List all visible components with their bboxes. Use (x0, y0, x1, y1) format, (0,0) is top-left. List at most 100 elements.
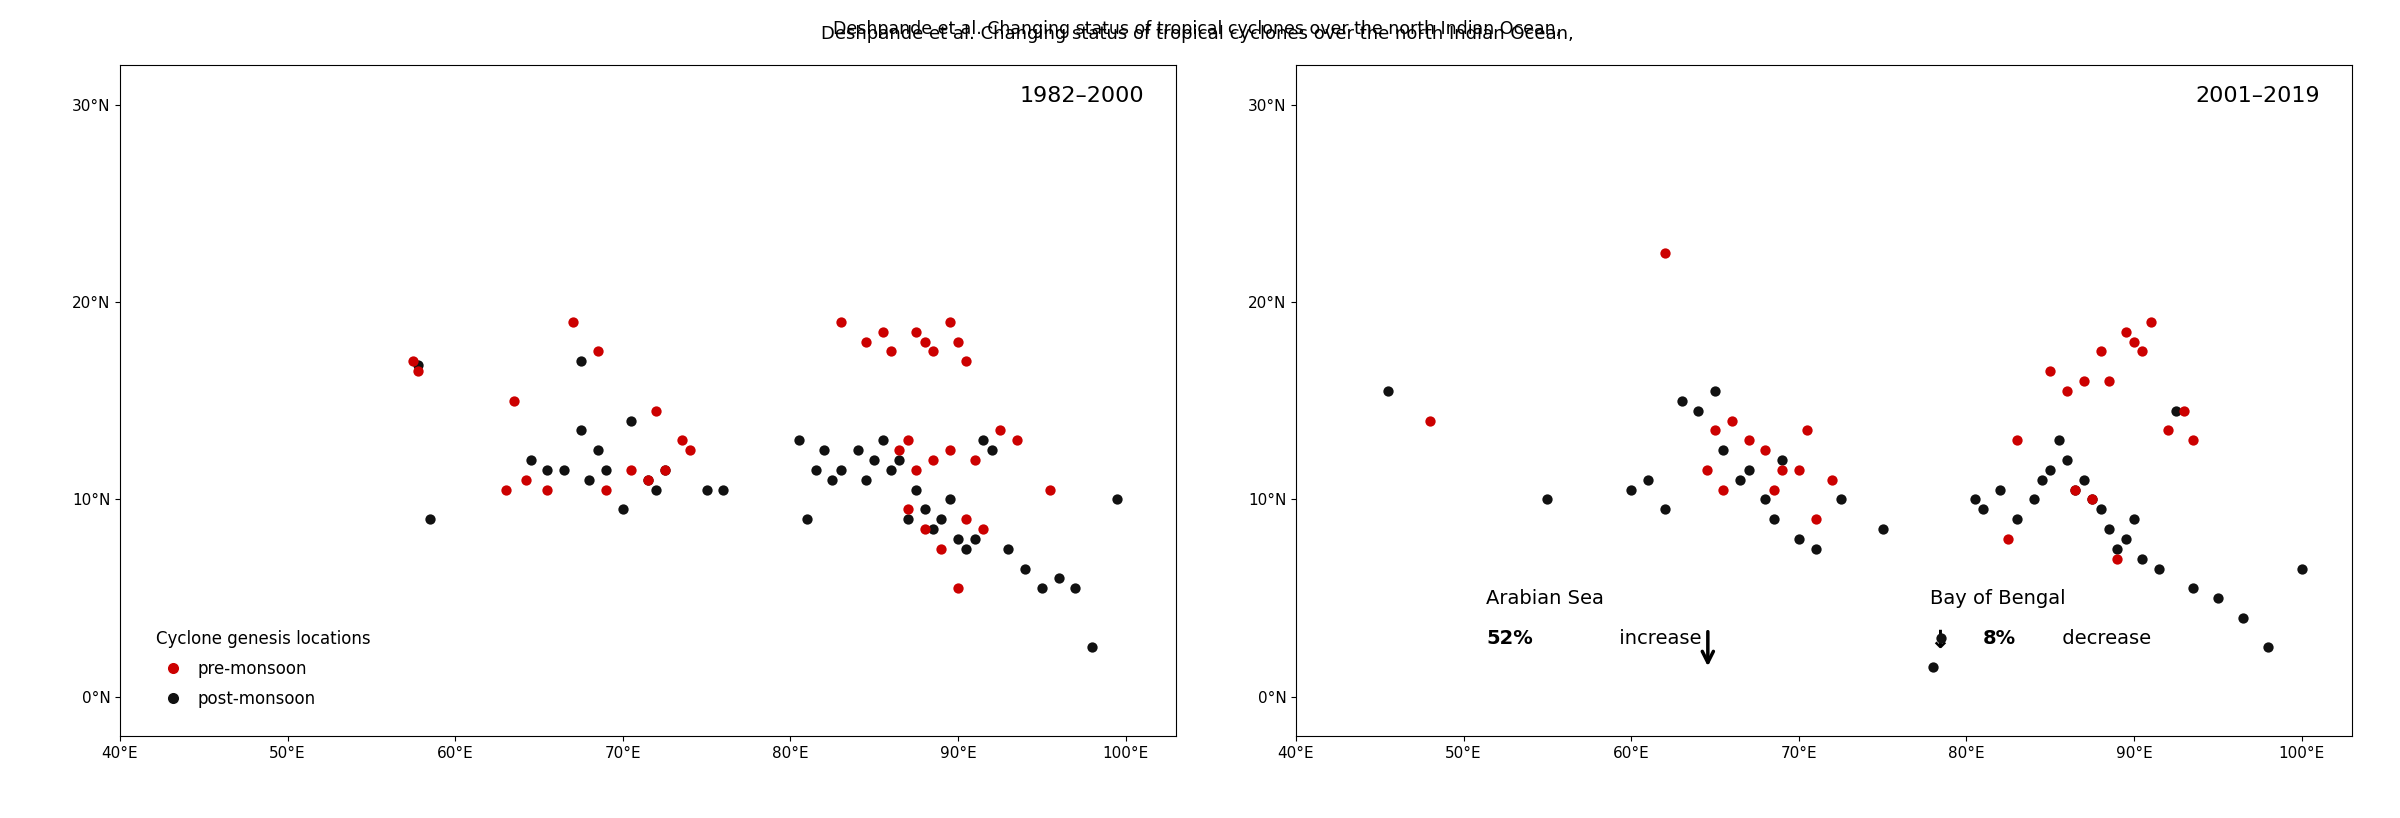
Point (2081, 503, 2119, 516)
Point (2107, 326, 2146, 339)
Point (2090, 523, 2129, 536)
Point (1056, 582, 1094, 595)
Point (398, 359, 437, 372)
Point (821, 316, 859, 329)
Text: decrease: decrease (2057, 629, 2150, 648)
Point (2047, 384, 2086, 398)
Point (2090, 375, 2129, 388)
Point (2074, 493, 2112, 506)
Point (545, 463, 583, 476)
Point (1730, 463, 1769, 476)
Point (931, 443, 970, 456)
Point (998, 434, 1037, 447)
Point (1529, 493, 1567, 506)
Point (1697, 424, 1735, 437)
Point (847, 473, 886, 486)
Point (2158, 404, 2196, 417)
Point (588, 463, 626, 476)
Point (2141, 562, 2179, 575)
Point (629, 473, 667, 486)
Text: 8%: 8% (1982, 629, 2016, 648)
Point (646, 463, 684, 476)
Point (1754, 513, 1793, 526)
Point (2030, 365, 2069, 378)
Point (871, 345, 910, 358)
Point (629, 473, 667, 486)
Point (605, 503, 643, 516)
Point (797, 463, 835, 476)
Text: Deshpande et al. Changing status of tropical cyclones over the north Indian Ocea: Deshpande et al. Changing status of trop… (821, 25, 1579, 43)
Point (972, 443, 1010, 456)
Point (528, 463, 566, 476)
Point (1022, 582, 1061, 595)
Point (2225, 611, 2263, 624)
Point (905, 523, 943, 536)
Legend: pre-monsoon, post-monsoon: pre-monsoon, post-monsoon (149, 624, 377, 714)
Point (511, 453, 550, 466)
Text: 2001–2019: 2001–2019 (2196, 86, 2321, 106)
Point (871, 463, 910, 476)
Point (554, 316, 593, 329)
Point (578, 345, 617, 358)
Point (1646, 503, 1685, 516)
Point (914, 345, 953, 358)
Point (398, 365, 437, 378)
Text: Bay of Bengal: Bay of Bengal (1930, 589, 2066, 608)
Text: Arabian Sea: Arabian Sea (1486, 589, 1603, 608)
Point (938, 582, 977, 595)
Point (1730, 434, 1769, 447)
Point (948, 355, 986, 368)
Point (2074, 493, 2112, 506)
Point (662, 434, 701, 447)
Point (1812, 473, 1850, 486)
Text: 52%: 52% (1486, 629, 1534, 648)
Point (636, 483, 674, 497)
Point (612, 414, 650, 427)
Point (410, 513, 449, 526)
Point (528, 483, 566, 497)
Point (1073, 640, 1111, 654)
Point (881, 453, 919, 466)
Point (1704, 483, 1742, 497)
Point (898, 326, 936, 339)
Point (562, 355, 600, 368)
Point (2174, 434, 2213, 447)
Point (787, 513, 826, 526)
Point (571, 473, 610, 486)
Point (854, 453, 893, 466)
Point (2249, 640, 2287, 654)
Point (1798, 542, 1836, 555)
Point (1646, 246, 1685, 259)
Point (838, 443, 876, 456)
Point (905, 335, 943, 348)
Point (1704, 443, 1742, 456)
Point (938, 335, 977, 348)
Point (1032, 483, 1070, 497)
Point (2057, 483, 2095, 497)
Point (905, 503, 943, 516)
Point (670, 443, 708, 456)
Point (948, 513, 986, 526)
Point (821, 463, 859, 476)
Point (2030, 463, 2069, 476)
Point (1997, 434, 2035, 447)
Point (1099, 493, 1138, 506)
Point (989, 542, 1027, 555)
Point (1913, 661, 1951, 674)
Point (612, 463, 650, 476)
Point (2114, 513, 2153, 526)
Point (588, 483, 626, 497)
Point (888, 434, 926, 447)
Point (1368, 384, 1406, 398)
Point (814, 473, 852, 486)
Point (578, 443, 617, 456)
Point (931, 316, 970, 329)
Point (914, 453, 953, 466)
Point (1721, 473, 1759, 486)
Text: 1982–2000: 1982–2000 (1020, 86, 1145, 106)
Point (636, 404, 674, 417)
Point (2131, 316, 2170, 329)
Point (686, 483, 725, 497)
Point (881, 443, 919, 456)
Point (1613, 483, 1651, 497)
